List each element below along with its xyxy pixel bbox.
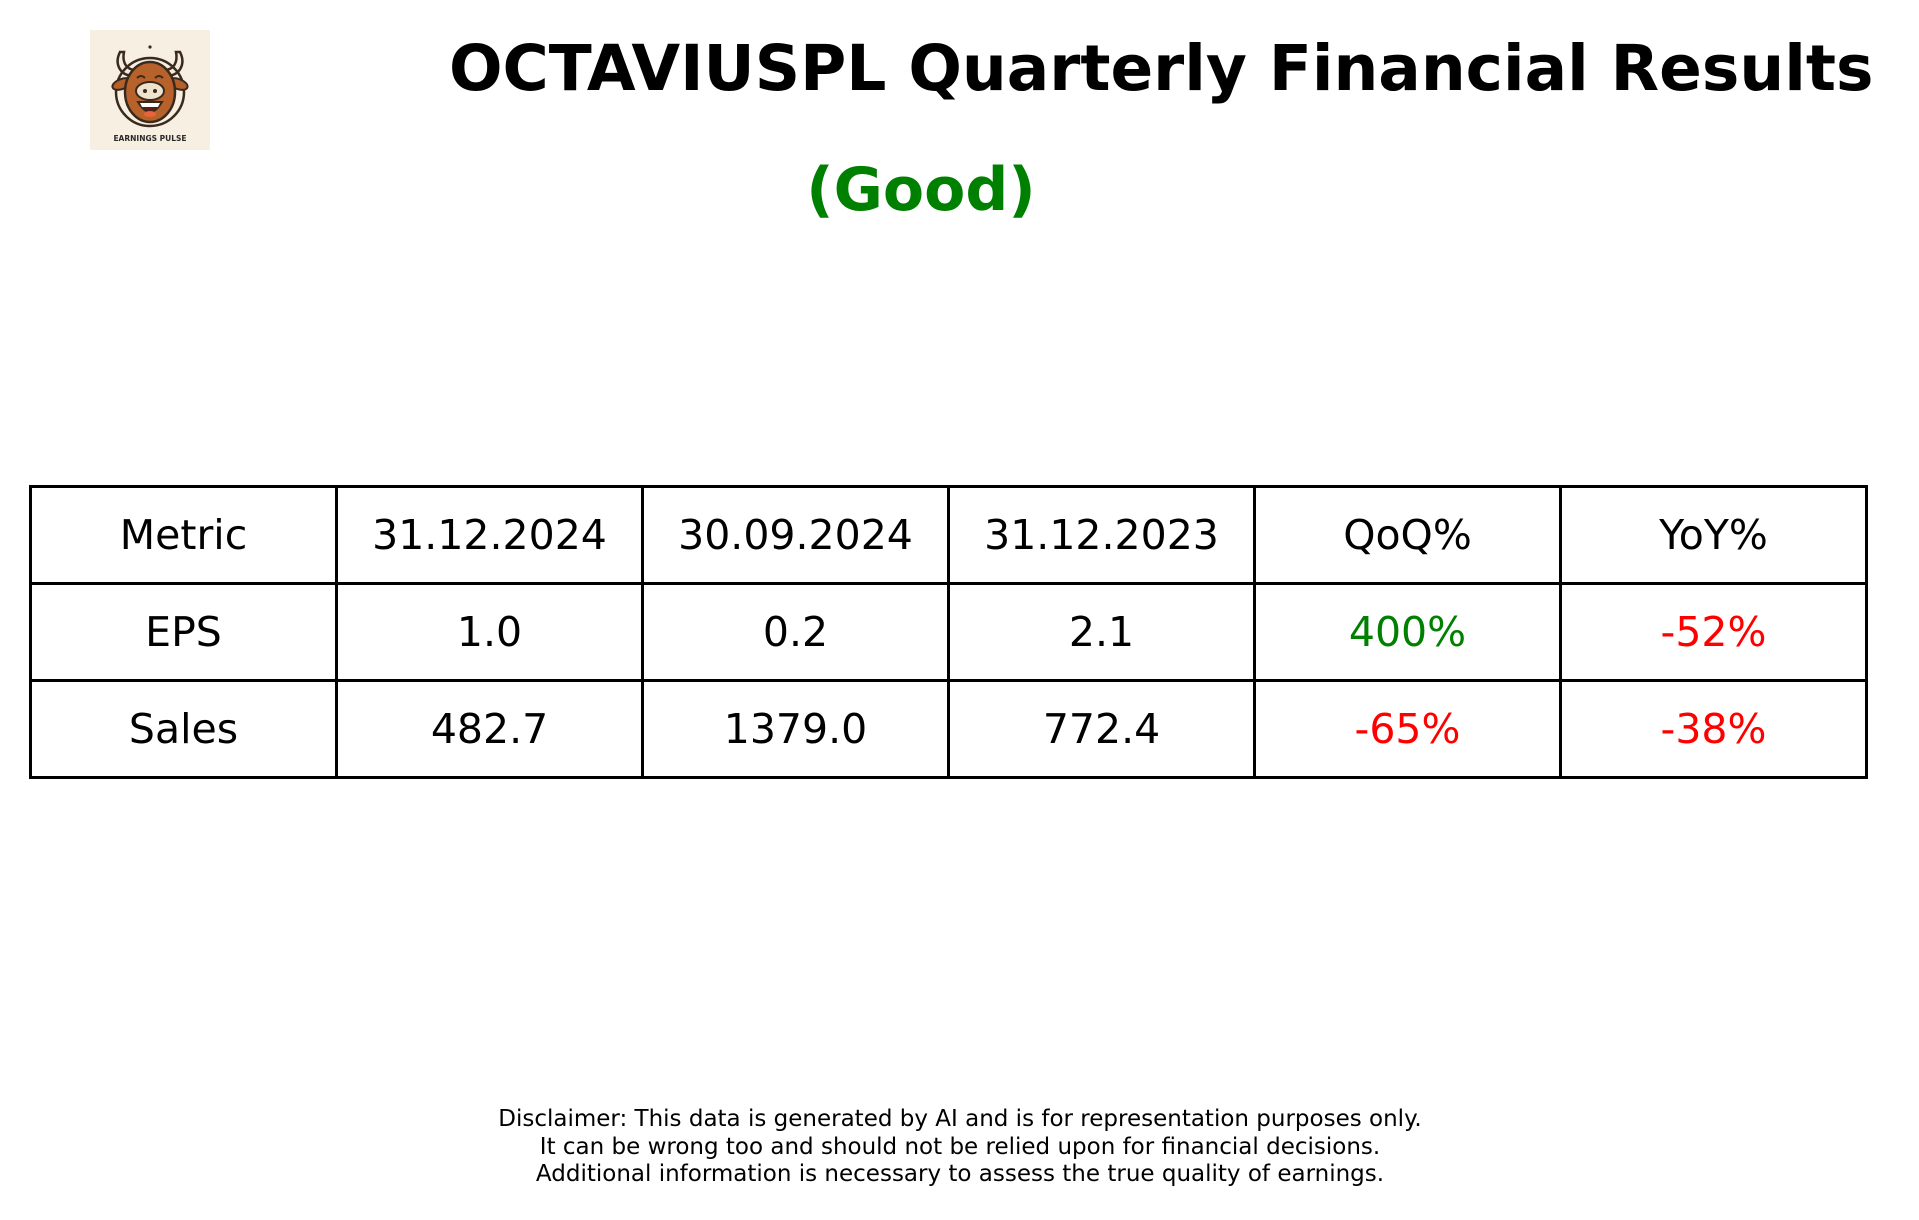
bull-mascot-icon: EARNINGS PULSE [111,45,189,143]
disclaimer: Disclaimer: This data is generated by AI… [360,1106,1560,1189]
value-current-quarter: 482.7 [335,679,644,779]
qoq-change: -65% [1253,679,1562,779]
disclaimer-line: Additional information is necessary to a… [535,1161,1385,1187]
column-header-current-quarter: 31.12.2024 [335,485,644,585]
column-header-metric: Metric [29,485,338,585]
yoy-change: -38% [1559,679,1868,779]
disclaimer-line: It can be wrong too and should not be re… [539,1133,1381,1160]
table-header-row: Metric 31.12.2024 30.09.2024 31.12.2023 … [29,485,1868,585]
yoy-change: -52% [1559,582,1868,682]
qoq-change: 400% [1253,582,1562,682]
earnings-pulse-logo: EARNINGS PULSE [90,30,210,150]
table-row-eps: EPS 1.0 0.2 2.1 400% -52% [29,582,1868,682]
value-previous-quarter: 1379.0 [641,679,950,779]
disclaimer-line: Disclaimer: This data is generated by AI… [498,1106,1422,1132]
column-header-previous-quarter: 30.09.2024 [641,485,950,585]
column-header-qoq: QoQ% [1253,485,1562,585]
value-year-ago-quarter: 2.1 [947,582,1256,682]
metric-name: EPS [29,582,338,682]
column-header-year-ago-quarter: 31.12.2023 [947,485,1256,585]
value-current-quarter: 1.0 [335,582,644,682]
financial-results-table: Metric 31.12.2024 30.09.2024 31.12.2023 … [29,485,1868,779]
logo-caption: EARNINGS PULSE [113,134,186,143]
table-row-sales: Sales 482.7 1379.0 772.4 -65% -38% [29,679,1868,779]
page-title: OCTAVIUSPL Quarterly Financial Results [449,32,1874,105]
column-header-yoy: YoY% [1559,485,1868,585]
value-year-ago-quarter: 772.4 [947,679,1256,779]
metric-name: Sales [29,679,338,779]
rating-badge: (Good) [806,155,1036,225]
value-previous-quarter: 0.2 [641,582,950,682]
